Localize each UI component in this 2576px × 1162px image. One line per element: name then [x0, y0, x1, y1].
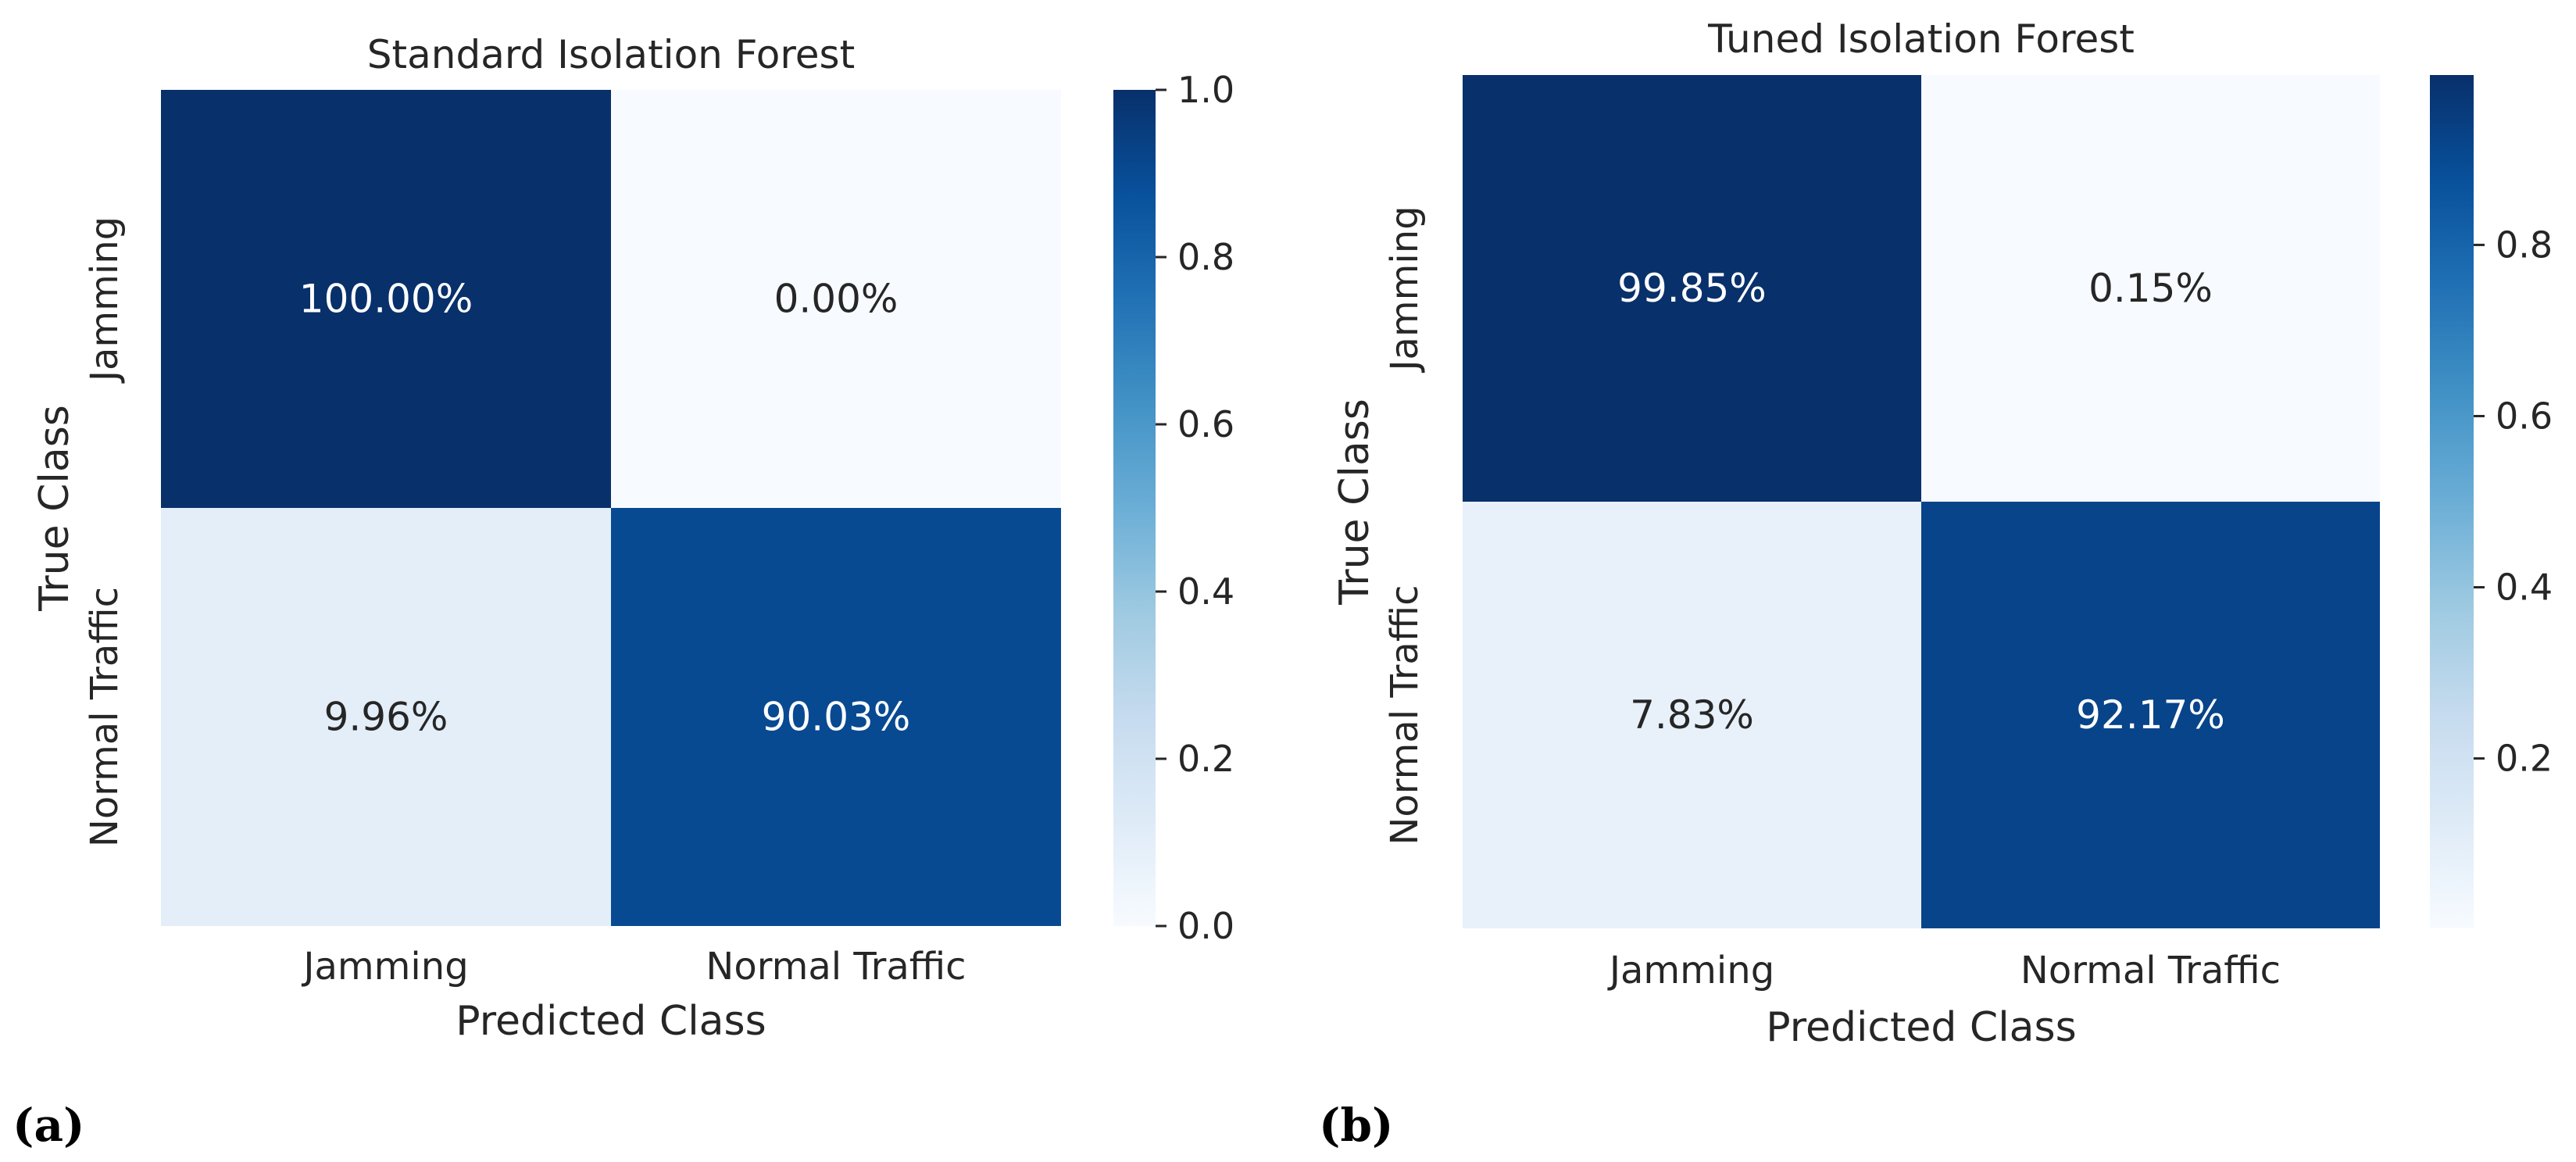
- heatmap-cell: [1921, 75, 2380, 502]
- y-tick-label: Normal Traffic: [83, 587, 127, 847]
- x-tick-label: Normal Traffic: [2020, 949, 2281, 992]
- panel-label: (a): [13, 1099, 84, 1152]
- y-axis-label: True Class: [1331, 399, 1378, 606]
- heatmap-cell: [611, 508, 1061, 926]
- chart-title: Standard Isolation Forest: [367, 32, 855, 77]
- y-tick-label: Jamming: [83, 216, 127, 384]
- cell-value-label: 7.83%: [1630, 692, 1754, 738]
- panel-label: (b): [1319, 1099, 1393, 1152]
- panel-tuned-isolation-forest: Tuned Isolation Forest 99.85% 0.15% 7.83% 92…: [1319, 16, 2553, 1152]
- colorbar-tick-label: 0.4: [1177, 570, 1234, 613]
- colorbar-tick-label: 0.2: [2496, 738, 2553, 780]
- cell-value-label: 99.85%: [1617, 266, 1767, 311]
- cell-value-label: 0.15%: [2088, 266, 2213, 311]
- heatmap-cell: [161, 90, 611, 508]
- x-tick-label: Jamming: [301, 945, 468, 989]
- x-tick-label: Normal Traffic: [706, 945, 966, 989]
- heatmap-cell: [1463, 75, 1921, 502]
- colorbar-tick-label: 0.6: [2496, 395, 2553, 437]
- colorbar-tick-label: 0.8: [1177, 236, 1234, 278]
- y-tick-label: Jamming: [1383, 206, 1427, 373]
- x-axis-label: Predicted Class: [456, 998, 766, 1045]
- heatmap-cell: [611, 90, 1061, 508]
- chart-title: Tuned Isolation Forest: [1707, 16, 2135, 62]
- cell-value-label: 100.00%: [299, 277, 473, 322]
- cell-value-label: 0.00%: [774, 277, 899, 322]
- y-axis-label: True Class: [31, 405, 78, 612]
- heatmap-cell: [161, 508, 611, 926]
- cell-value-label: 90.03%: [762, 695, 911, 740]
- colorbar: [2430, 75, 2474, 928]
- colorbar-tick-label: 0.8: [2496, 223, 2553, 266]
- heatmap-cell: [1921, 502, 2380, 928]
- colorbar-tick-label: 1.0: [1177, 69, 1234, 111]
- y-tick-label: Normal Traffic: [1383, 585, 1427, 845]
- heatmap-cell: [1463, 502, 1921, 928]
- cell-value-label: 92.17%: [2076, 692, 2225, 738]
- colorbar-tick-label: 0.2: [1177, 738, 1234, 780]
- colorbar: [1113, 90, 1156, 926]
- colorbar-tick-label: 0.4: [2496, 567, 2553, 609]
- x-axis-label: Predicted Class: [1766, 1004, 2076, 1051]
- colorbar-tick-label: 0.0: [1177, 905, 1234, 947]
- colorbar-tick-label: 0.6: [1177, 403, 1234, 445]
- x-tick-label: Jamming: [1607, 949, 1774, 992]
- panel-standard-isolation-forest: Standard Isolation Forest 100.00% 0.00% 9.9…: [13, 32, 1234, 1152]
- cell-value-label: 9.96%: [324, 695, 448, 740]
